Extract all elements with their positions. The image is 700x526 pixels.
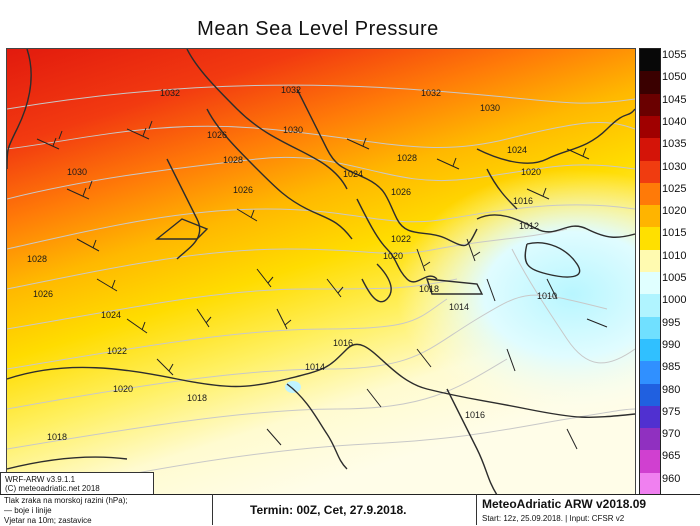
colorbar-tick-label: 980 [662, 383, 681, 396]
colorbar-tick-label: 1010 [662, 249, 687, 262]
colorbar-tick-label: 1035 [662, 138, 687, 151]
run-info: Start: 12z, 25.09.2018. | Input: CFSR v2 [482, 514, 625, 523]
colorbar-segment [640, 205, 660, 229]
isobar-label: 1030 [67, 167, 88, 177]
isobar-label: 1016 [333, 338, 354, 348]
colorbar-tick-label: 1020 [662, 205, 687, 218]
isobar-label: 1026 [207, 130, 228, 140]
colorbar-tick-label: 1055 [662, 49, 687, 61]
isobar-label: 1028 [27, 254, 48, 264]
colorbar-segment [640, 182, 660, 207]
colorbar-segment [640, 272, 660, 296]
colorbar-segment [640, 93, 660, 117]
coastlines [7, 49, 635, 495]
colorbar-segment [640, 338, 660, 363]
isobar-label: 1024 [507, 145, 528, 155]
isobar-label: 1018 [419, 284, 440, 294]
legend-line-3: Vjetar na 10m; zastavice [4, 516, 92, 525]
colorbar-tick-label: 995 [662, 316, 681, 329]
isobar-label: 1018 [187, 393, 208, 403]
isobar-label: 1020 [383, 251, 404, 261]
isobar-label: 1024 [343, 169, 364, 179]
colorbar-tick-label: 975 [662, 405, 681, 418]
colorbar-segment [640, 294, 660, 318]
colorbar-segment [640, 316, 660, 340]
isobar-label: 1010 [537, 291, 558, 301]
colorbar-tick-label: 990 [662, 338, 681, 351]
colorbar-tick-label: 970 [662, 428, 681, 441]
colorbar-segment [640, 49, 660, 73]
isobar-label: 1012 [519, 221, 540, 231]
colorbar-tick-label: 1040 [662, 115, 687, 128]
colorbar-tick-label: 1030 [662, 160, 687, 173]
isobar-label: 1032 [281, 85, 302, 95]
colorbar-tick-label: 965 [662, 450, 681, 463]
brand-label: MeteoAdriatic ARW v2018.09 [482, 497, 647, 511]
colorbar-tick-label: 1000 [662, 294, 687, 307]
colorbar-segment [640, 227, 660, 251]
colorbar-tick-label: 1045 [662, 93, 687, 106]
colorbar-tick-label: 960 [662, 472, 681, 485]
colorbar-tick-label: 985 [662, 361, 681, 374]
isobar-label: 1018 [47, 432, 68, 442]
colorbar-segment [640, 138, 660, 162]
isobar-label: 1022 [391, 234, 412, 244]
colorbar-tick-label: 1015 [662, 227, 687, 240]
pressure-map: 1032 1032 1032 1030 1030 1030 1028 1028 … [6, 48, 636, 496]
legend-line-2: — boje i linije [4, 506, 52, 515]
isobar-label: 1028 [223, 155, 244, 165]
divider [212, 494, 213, 525]
isobar-label: 1022 [107, 346, 128, 356]
isobar-label: 1026 [391, 187, 412, 197]
colorbar-segment [640, 428, 660, 452]
colorbar-tick-label: 1025 [662, 182, 687, 195]
divider [476, 494, 477, 525]
isobar-label: 1032 [421, 88, 442, 98]
wind-barbs [36, 120, 608, 450]
colorbar-segment [640, 115, 660, 140]
colorbar-segment [640, 361, 660, 385]
map-title: Mean Sea Level Pressure [197, 18, 439, 40]
model-version: WRF-ARW v3.9.1.1 [5, 475, 76, 484]
colorbar-segment [640, 450, 660, 474]
isobar-label: 1014 [449, 302, 470, 312]
colorbar-segment [640, 472, 660, 495]
isobar-label: 1030 [283, 125, 304, 135]
colorbar-segment [640, 160, 660, 184]
isobar-label: 1016 [513, 196, 534, 206]
colorbar-tick-label: 1050 [662, 71, 687, 84]
colorbar-tick-label: 1005 [662, 272, 687, 284]
isobar-label: 1026 [33, 289, 54, 299]
isobar-label: 1032 [160, 88, 181, 98]
low-pressure-spot [285, 381, 301, 393]
copyright: (C) meteoadriatic.net 2018 [5, 484, 100, 493]
isobar-label: 1030 [480, 103, 501, 113]
isobar-label: 1024 [101, 310, 122, 320]
isobar-label: 1014 [305, 362, 326, 372]
isobar-label: 1026 [233, 185, 254, 195]
forecast-time: Termin: 00Z, Cet, 27.9.2018. [250, 503, 407, 517]
pressure-colorbar [639, 48, 661, 496]
footer-bar: Tlak zraka na morskoj razini (hPa); — bo… [0, 494, 700, 526]
colorbar-segment [640, 71, 660, 95]
legend-line-1: Tlak zraka na morskoj razini (hPa); [4, 496, 128, 505]
isobar-label: 1020 [113, 384, 134, 394]
isobar-label: 1028 [397, 153, 418, 163]
colorbar-segment [640, 249, 660, 273]
map-canvas [7, 49, 635, 495]
colorbar-segment [640, 383, 660, 407]
model-info-box: WRF-ARW v3.9.1.1 (C) meteoadriatic.net 2… [0, 472, 154, 496]
isobar-label: 1020 [521, 167, 542, 177]
isobar-label: 1016 [465, 410, 486, 420]
colorbar-segment [640, 405, 660, 430]
